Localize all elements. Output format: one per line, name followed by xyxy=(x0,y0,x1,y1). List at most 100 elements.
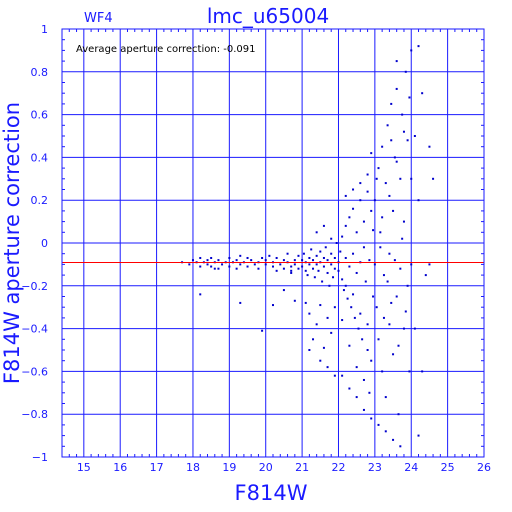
data-point xyxy=(199,293,202,296)
data-point xyxy=(346,297,349,300)
data-point xyxy=(330,263,333,266)
data-point xyxy=(312,338,315,341)
data-point xyxy=(272,304,274,307)
data-point xyxy=(328,284,331,287)
data-point xyxy=(306,274,309,277)
data-point xyxy=(379,231,382,234)
data-point xyxy=(313,276,316,279)
data-point xyxy=(308,256,311,259)
data-point xyxy=(359,199,362,202)
data-point xyxy=(301,259,304,262)
data-point xyxy=(390,301,393,304)
data-point xyxy=(402,220,405,223)
data-point xyxy=(206,259,209,262)
data-point xyxy=(315,254,318,257)
data-point xyxy=(210,265,213,268)
data-point xyxy=(213,267,216,270)
plot-frame xyxy=(61,28,485,458)
data-point xyxy=(221,263,224,266)
data-point xyxy=(293,263,296,266)
data-point xyxy=(421,92,424,95)
data-point xyxy=(315,323,318,326)
data-point xyxy=(381,216,384,219)
x-tick-label: 20 xyxy=(259,461,273,474)
data-point xyxy=(275,269,278,272)
data-point xyxy=(324,246,327,249)
data-point xyxy=(393,259,396,262)
data-point xyxy=(199,265,202,268)
data-point xyxy=(413,327,416,330)
data-point xyxy=(310,248,313,251)
data-point xyxy=(312,259,315,262)
data-point xyxy=(413,135,416,137)
y-tick-label: −0.8 xyxy=(21,408,48,421)
data-point xyxy=(373,263,376,266)
data-point xyxy=(315,231,318,234)
data-point xyxy=(264,259,267,262)
data-point xyxy=(333,306,336,309)
data-point xyxy=(290,265,293,268)
data-point xyxy=(339,250,342,253)
data-point xyxy=(397,413,400,416)
data-point xyxy=(390,102,393,105)
data-point xyxy=(428,145,431,148)
data-point xyxy=(286,252,289,255)
data-point xyxy=(399,267,402,270)
data-point xyxy=(370,417,373,420)
data-point xyxy=(377,338,380,341)
data-point xyxy=(388,194,391,197)
data-point xyxy=(308,263,311,266)
data-point xyxy=(373,199,376,202)
data-point xyxy=(406,284,409,287)
data-point xyxy=(282,289,285,292)
x-tick-label: 26 xyxy=(477,461,491,474)
data-point xyxy=(392,209,395,212)
data-point xyxy=(366,190,369,193)
data-point xyxy=(333,374,336,377)
data-point xyxy=(235,259,238,262)
data-point xyxy=(410,263,413,266)
data-point xyxy=(399,445,402,448)
x-axis-label: F814W xyxy=(235,481,308,505)
data-point xyxy=(297,267,300,270)
x-tick-label: 15 xyxy=(77,461,91,474)
data-point xyxy=(322,346,325,349)
data-point xyxy=(337,269,340,272)
y-tick-label: −1 xyxy=(32,451,48,464)
data-point xyxy=(382,316,385,319)
y-tick-label: 0.4 xyxy=(31,151,49,164)
data-point xyxy=(386,280,389,283)
data-point xyxy=(239,254,242,257)
data-point xyxy=(392,438,395,441)
data-point xyxy=(395,160,398,163)
data-point xyxy=(210,256,213,259)
data-point xyxy=(321,280,324,283)
data-point xyxy=(330,237,333,240)
data-point xyxy=(370,359,373,362)
data-point xyxy=(377,167,380,170)
data-point xyxy=(330,252,333,255)
data-point xyxy=(282,259,285,262)
data-point xyxy=(239,301,242,304)
data-point xyxy=(362,220,365,223)
data-point xyxy=(381,145,384,148)
data-point xyxy=(399,177,402,180)
data-point xyxy=(275,256,278,259)
data-point xyxy=(368,391,371,394)
data-point xyxy=(379,246,382,249)
data-point xyxy=(199,256,202,259)
data-point xyxy=(432,177,435,180)
data-point xyxy=(362,378,365,381)
data-point xyxy=(319,304,322,307)
data-point xyxy=(188,263,191,266)
data-point xyxy=(417,434,420,437)
data-point xyxy=(355,396,358,399)
data-point xyxy=(341,235,344,238)
data-point xyxy=(417,199,420,202)
y-tick-label: 0.8 xyxy=(31,66,49,79)
data-point xyxy=(317,269,320,272)
data-point xyxy=(344,224,347,227)
data-point xyxy=(348,344,351,347)
data-point xyxy=(352,293,355,296)
data-point xyxy=(191,259,194,262)
